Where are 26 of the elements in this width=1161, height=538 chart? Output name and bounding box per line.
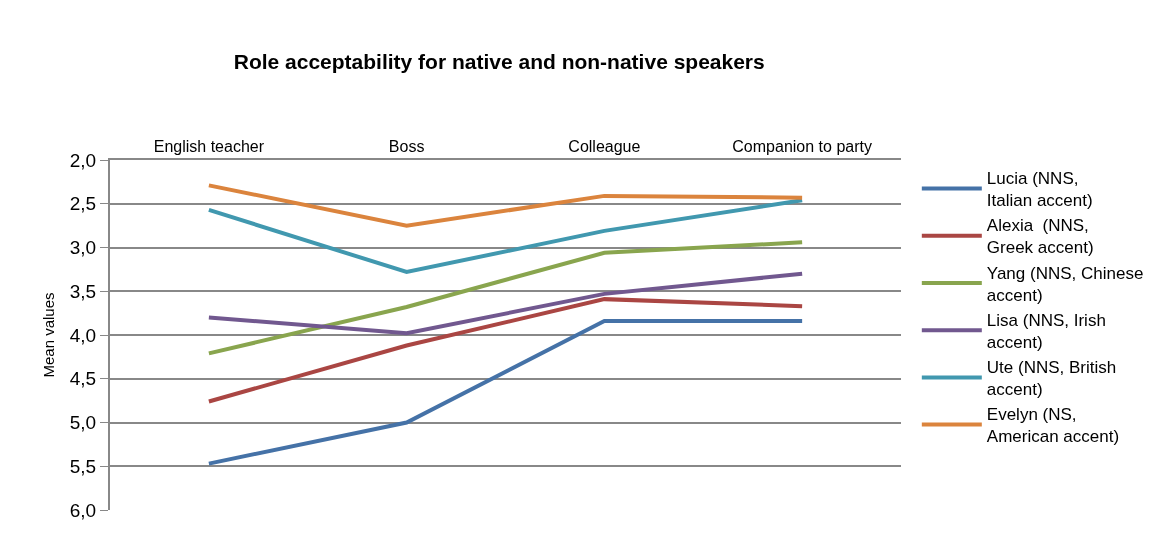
y-tick-label: 2,5 [69,193,97,215]
legend-label: Ute (NNS, British accent) [986,357,1117,400]
line-series [206,240,805,356]
x-tick-label: Colleague [568,137,641,155]
x-tick-label: English teacher [153,137,265,155]
y-tick-label: 3,0 [69,237,97,259]
y-tick-label: 5,0 [69,412,97,434]
legend-label: Yang (NNS, Chinese accent) [986,263,1144,305]
line-series [206,271,805,336]
y-tick-label: 6,0 [69,499,97,521]
legend-label: Lucia (NNS, Italian accent) [986,169,1093,211]
y-tick-label: 5,5 [69,455,97,477]
line-series [206,297,805,404]
y-tick-label: 3,5 [69,280,97,302]
line-series [206,183,805,228]
y-tick-label: 4,0 [69,324,97,346]
legend-label: Evelyn (NS, American accent) [986,405,1120,447]
legend-label: Lisa (NNS, Irish accent) [986,310,1106,352]
x-tick-label: Boss [388,137,425,155]
y-tick-label: 4,5 [69,368,97,390]
chart-title: Role acceptability for native and non-native speakers [233,49,765,73]
x-tick-label: Companion to party [732,137,872,155]
y-axis-title: Mean values [39,292,57,378]
line-series [206,198,805,274]
legend-label: Alexia (NNS, Greek accent) [986,216,1094,258]
y-tick-label: 2,0 [69,149,97,171]
